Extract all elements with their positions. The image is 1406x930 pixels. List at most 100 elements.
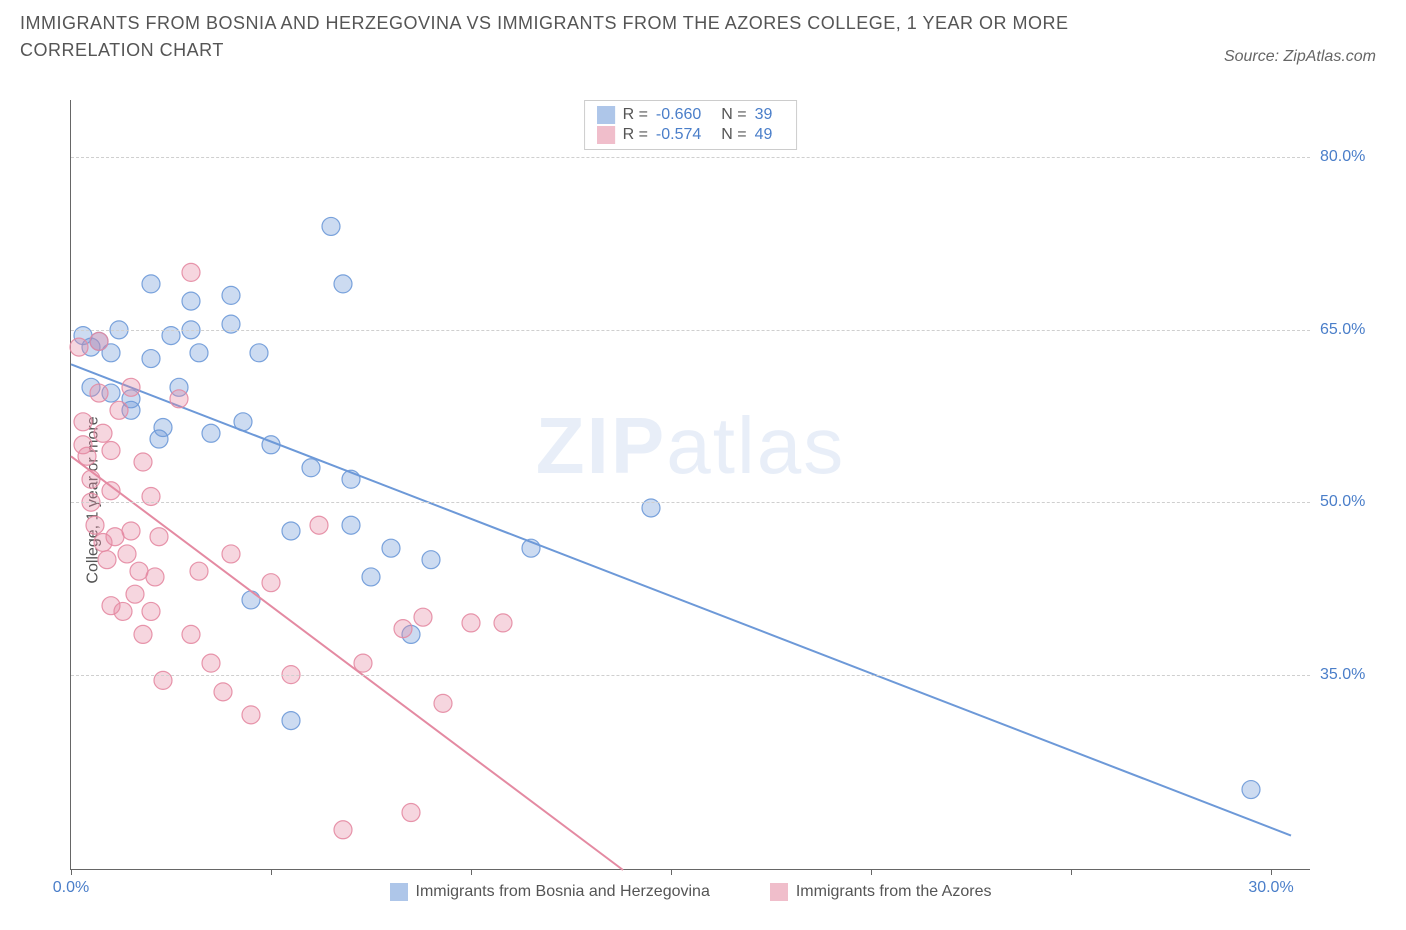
data-point bbox=[214, 683, 232, 701]
data-point bbox=[394, 620, 412, 638]
xtick bbox=[1271, 869, 1272, 875]
svg-layer bbox=[71, 100, 1310, 869]
data-point bbox=[422, 551, 440, 569]
data-point bbox=[106, 528, 124, 546]
data-point bbox=[202, 424, 220, 442]
data-point bbox=[134, 453, 152, 471]
legend-swatch-1 bbox=[390, 883, 408, 901]
xtick bbox=[71, 869, 72, 875]
legend-label-2: Immigrants from the Azores bbox=[796, 883, 992, 901]
xtick-label: 0.0% bbox=[53, 879, 89, 897]
swatch-series1 bbox=[597, 106, 615, 124]
data-point bbox=[98, 551, 116, 569]
stat-label-r2: R = bbox=[623, 126, 648, 144]
ytick-label: 50.0% bbox=[1320, 493, 1385, 511]
data-point bbox=[182, 263, 200, 281]
xtick bbox=[271, 869, 272, 875]
stat-r-1: -0.660 bbox=[656, 106, 701, 124]
data-point bbox=[110, 401, 128, 419]
chart-title: IMMIGRANTS FROM BOSNIA AND HERZEGOVINA V… bbox=[20, 10, 1140, 64]
data-point bbox=[222, 286, 240, 304]
legend-item-2: Immigrants from the Azores bbox=[770, 883, 992, 901]
gridline-h bbox=[71, 330, 1310, 331]
gridline-h bbox=[71, 675, 1310, 676]
xtick bbox=[471, 869, 472, 875]
data-point bbox=[262, 574, 280, 592]
data-point bbox=[142, 602, 160, 620]
data-point bbox=[462, 614, 480, 632]
data-point bbox=[190, 344, 208, 362]
stat-r-2: -0.574 bbox=[656, 126, 701, 144]
data-point bbox=[122, 378, 140, 396]
data-point bbox=[190, 562, 208, 580]
data-point bbox=[90, 332, 108, 350]
data-point bbox=[382, 539, 400, 557]
stat-label-n: N = bbox=[721, 106, 746, 124]
xtick bbox=[871, 869, 872, 875]
xtick bbox=[1071, 869, 1072, 875]
data-point bbox=[126, 585, 144, 603]
data-point bbox=[90, 384, 108, 402]
data-point bbox=[302, 459, 320, 477]
data-point bbox=[250, 344, 268, 362]
data-point bbox=[142, 275, 160, 293]
plot-area: ZIPatlas R = -0.660 N = 39 R = -0.574 N … bbox=[70, 100, 1310, 870]
data-point bbox=[494, 614, 512, 632]
data-point bbox=[242, 591, 260, 609]
stat-label-r: R = bbox=[623, 106, 648, 124]
stat-label-n2: N = bbox=[721, 126, 746, 144]
ytick-label: 80.0% bbox=[1320, 148, 1385, 166]
data-point bbox=[170, 390, 188, 408]
data-point bbox=[142, 350, 160, 368]
data-point bbox=[130, 562, 148, 580]
stat-n-1: 39 bbox=[755, 106, 773, 124]
data-point bbox=[182, 292, 200, 310]
data-point bbox=[334, 275, 352, 293]
data-point bbox=[182, 625, 200, 643]
data-point bbox=[310, 516, 328, 534]
data-point bbox=[202, 654, 220, 672]
data-point bbox=[114, 602, 132, 620]
data-point bbox=[74, 413, 92, 431]
data-point bbox=[1242, 781, 1260, 799]
data-point bbox=[118, 545, 136, 563]
bottom-legend: Immigrants from Bosnia and Herzegovina I… bbox=[71, 883, 1310, 901]
data-point bbox=[402, 804, 420, 822]
data-point bbox=[434, 694, 452, 712]
source-credit: Source: ZipAtlas.com bbox=[1224, 48, 1376, 66]
data-point bbox=[134, 625, 152, 643]
data-point bbox=[102, 442, 120, 460]
xtick bbox=[671, 869, 672, 875]
data-point bbox=[282, 712, 300, 730]
data-point bbox=[82, 470, 100, 488]
legend-item-1: Immigrants from Bosnia and Herzegovina bbox=[390, 883, 710, 901]
gridline-h bbox=[71, 502, 1310, 503]
data-point bbox=[150, 528, 168, 546]
ytick-label: 65.0% bbox=[1320, 321, 1385, 339]
data-point bbox=[154, 419, 172, 437]
swatch-series2 bbox=[597, 126, 615, 144]
data-point bbox=[282, 522, 300, 540]
stats-box: R = -0.660 N = 39 R = -0.574 N = 49 bbox=[584, 100, 798, 150]
data-point bbox=[94, 424, 112, 442]
data-point bbox=[222, 545, 240, 563]
ytick-label: 35.0% bbox=[1320, 666, 1385, 684]
data-point bbox=[322, 217, 340, 235]
stat-n-2: 49 bbox=[755, 126, 773, 144]
stats-row-1: R = -0.660 N = 39 bbox=[597, 105, 785, 125]
stats-row-2: R = -0.574 N = 49 bbox=[597, 125, 785, 145]
data-point bbox=[242, 706, 260, 724]
gridline-h bbox=[71, 157, 1310, 158]
data-point bbox=[414, 608, 432, 626]
chart-container: College, 1 year or more ZIPatlas R = -0.… bbox=[20, 90, 1386, 910]
legend-label-1: Immigrants from Bosnia and Herzegovina bbox=[416, 883, 710, 901]
data-point bbox=[334, 821, 352, 839]
xtick-label: 30.0% bbox=[1248, 879, 1293, 897]
data-point bbox=[122, 522, 140, 540]
data-point bbox=[70, 338, 88, 356]
data-point bbox=[342, 516, 360, 534]
data-point bbox=[86, 516, 104, 534]
data-point bbox=[146, 568, 164, 586]
data-point bbox=[362, 568, 380, 586]
legend-swatch-2 bbox=[770, 883, 788, 901]
